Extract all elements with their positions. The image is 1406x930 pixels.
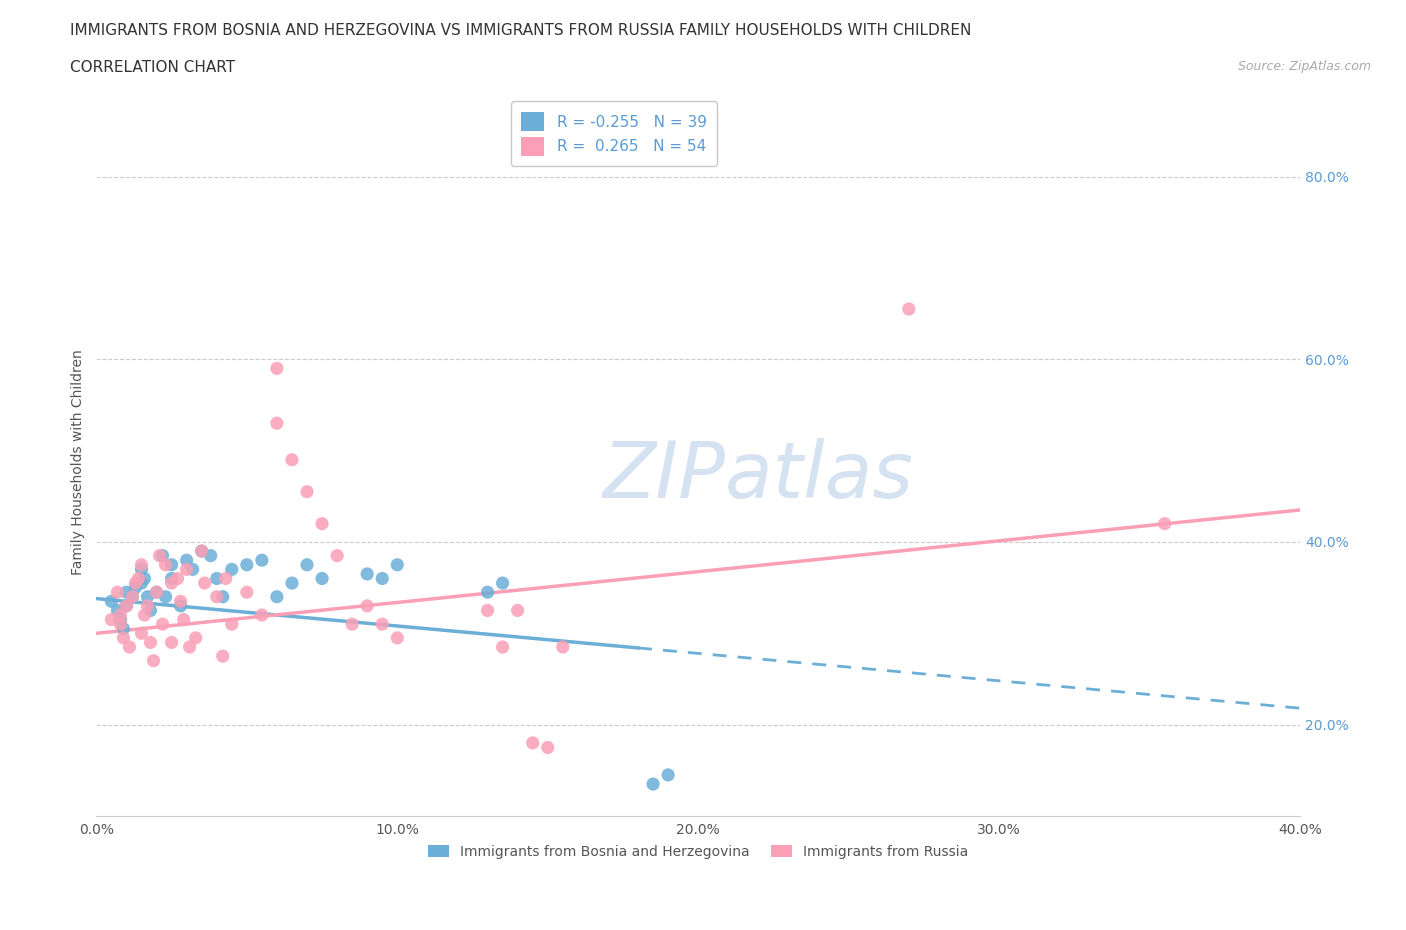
Point (537, 740, 560, 755)
Point (160, 557, 183, 572)
Point (657, 767, 679, 782)
Legend: Immigrants from Bosnia and Herzegovina, Immigrants from Russia: Immigrants from Bosnia and Herzegovina, … (429, 844, 967, 858)
Point (311, 571, 333, 586)
Point (145, 585, 167, 600)
Point (152, 617, 174, 631)
Point (110, 617, 132, 631)
Point (166, 571, 188, 586)
Point (155, 590, 177, 604)
Point (160, 635, 183, 650)
Point (205, 590, 228, 604)
Point (266, 590, 288, 604)
Point (169, 599, 191, 614)
Point (295, 485, 318, 499)
Point (221, 617, 243, 631)
Point (136, 599, 159, 614)
Point (477, 585, 499, 600)
Point (145, 585, 167, 600)
Point (131, 557, 153, 572)
Point (169, 594, 191, 609)
Point (211, 590, 233, 604)
Point (124, 580, 146, 595)
Point (897, 301, 920, 316)
Point (115, 585, 138, 600)
Point (236, 557, 259, 572)
Point (142, 653, 165, 668)
Point (477, 603, 499, 618)
Point (250, 552, 273, 567)
Point (115, 599, 138, 614)
Point (522, 736, 544, 751)
Point (112, 621, 135, 636)
Point (181, 562, 204, 577)
Point (131, 562, 153, 577)
Point (121, 590, 143, 604)
Point (356, 599, 378, 614)
Text: CORRELATION CHART: CORRELATION CHART (70, 60, 235, 75)
Text: IMMIGRANTS FROM BOSNIA AND HERZEGOVINA VS IMMIGRANTS FROM RUSSIA FAMILY HOUSEHOL: IMMIGRANTS FROM BOSNIA AND HERZEGOVINA V… (70, 23, 972, 38)
Point (152, 548, 174, 563)
Point (194, 576, 217, 591)
Point (160, 576, 183, 591)
Point (371, 571, 394, 586)
Point (115, 599, 138, 614)
Point (215, 571, 238, 586)
Point (100, 594, 122, 609)
Point (131, 576, 153, 591)
Point (311, 516, 333, 531)
Y-axis label: Family Households with Children: Family Households with Children (72, 349, 86, 575)
Point (110, 612, 132, 627)
Point (173, 612, 195, 627)
Point (107, 585, 129, 600)
Point (200, 548, 222, 563)
Text: Source: ZipAtlas.com: Source: ZipAtlas.com (1237, 60, 1371, 73)
Point (118, 640, 141, 655)
Point (205, 571, 228, 586)
Point (139, 603, 162, 618)
Point (110, 607, 132, 622)
Point (112, 631, 135, 645)
Point (506, 603, 529, 618)
Point (1153, 516, 1175, 531)
Point (295, 557, 318, 572)
Point (236, 585, 259, 600)
Point (134, 607, 156, 622)
Point (131, 626, 153, 641)
Point (190, 544, 212, 559)
Point (176, 552, 198, 567)
Point (491, 640, 513, 655)
Point (281, 452, 304, 467)
Point (121, 590, 143, 604)
Point (281, 576, 304, 591)
Point (139, 635, 162, 650)
Point (491, 576, 513, 591)
Point (340, 617, 363, 631)
Point (155, 557, 177, 572)
Point (221, 562, 243, 577)
Point (266, 361, 288, 376)
Text: ZIPatlas: ZIPatlas (603, 438, 914, 514)
Point (160, 571, 183, 586)
Point (266, 416, 288, 431)
Point (148, 548, 170, 563)
Point (190, 544, 212, 559)
Point (551, 640, 574, 655)
Point (387, 631, 409, 645)
Point (211, 649, 233, 664)
Point (176, 562, 198, 577)
Point (107, 603, 129, 618)
Point (250, 607, 273, 622)
Point (356, 566, 378, 581)
Point (371, 617, 394, 631)
Point (124, 576, 146, 591)
Point (179, 640, 201, 655)
Point (641, 777, 664, 791)
Point (134, 571, 156, 586)
Point (100, 612, 122, 627)
Point (326, 548, 349, 563)
Point (184, 631, 207, 645)
Point (387, 557, 409, 572)
Point (136, 590, 159, 604)
Point (127, 571, 149, 586)
